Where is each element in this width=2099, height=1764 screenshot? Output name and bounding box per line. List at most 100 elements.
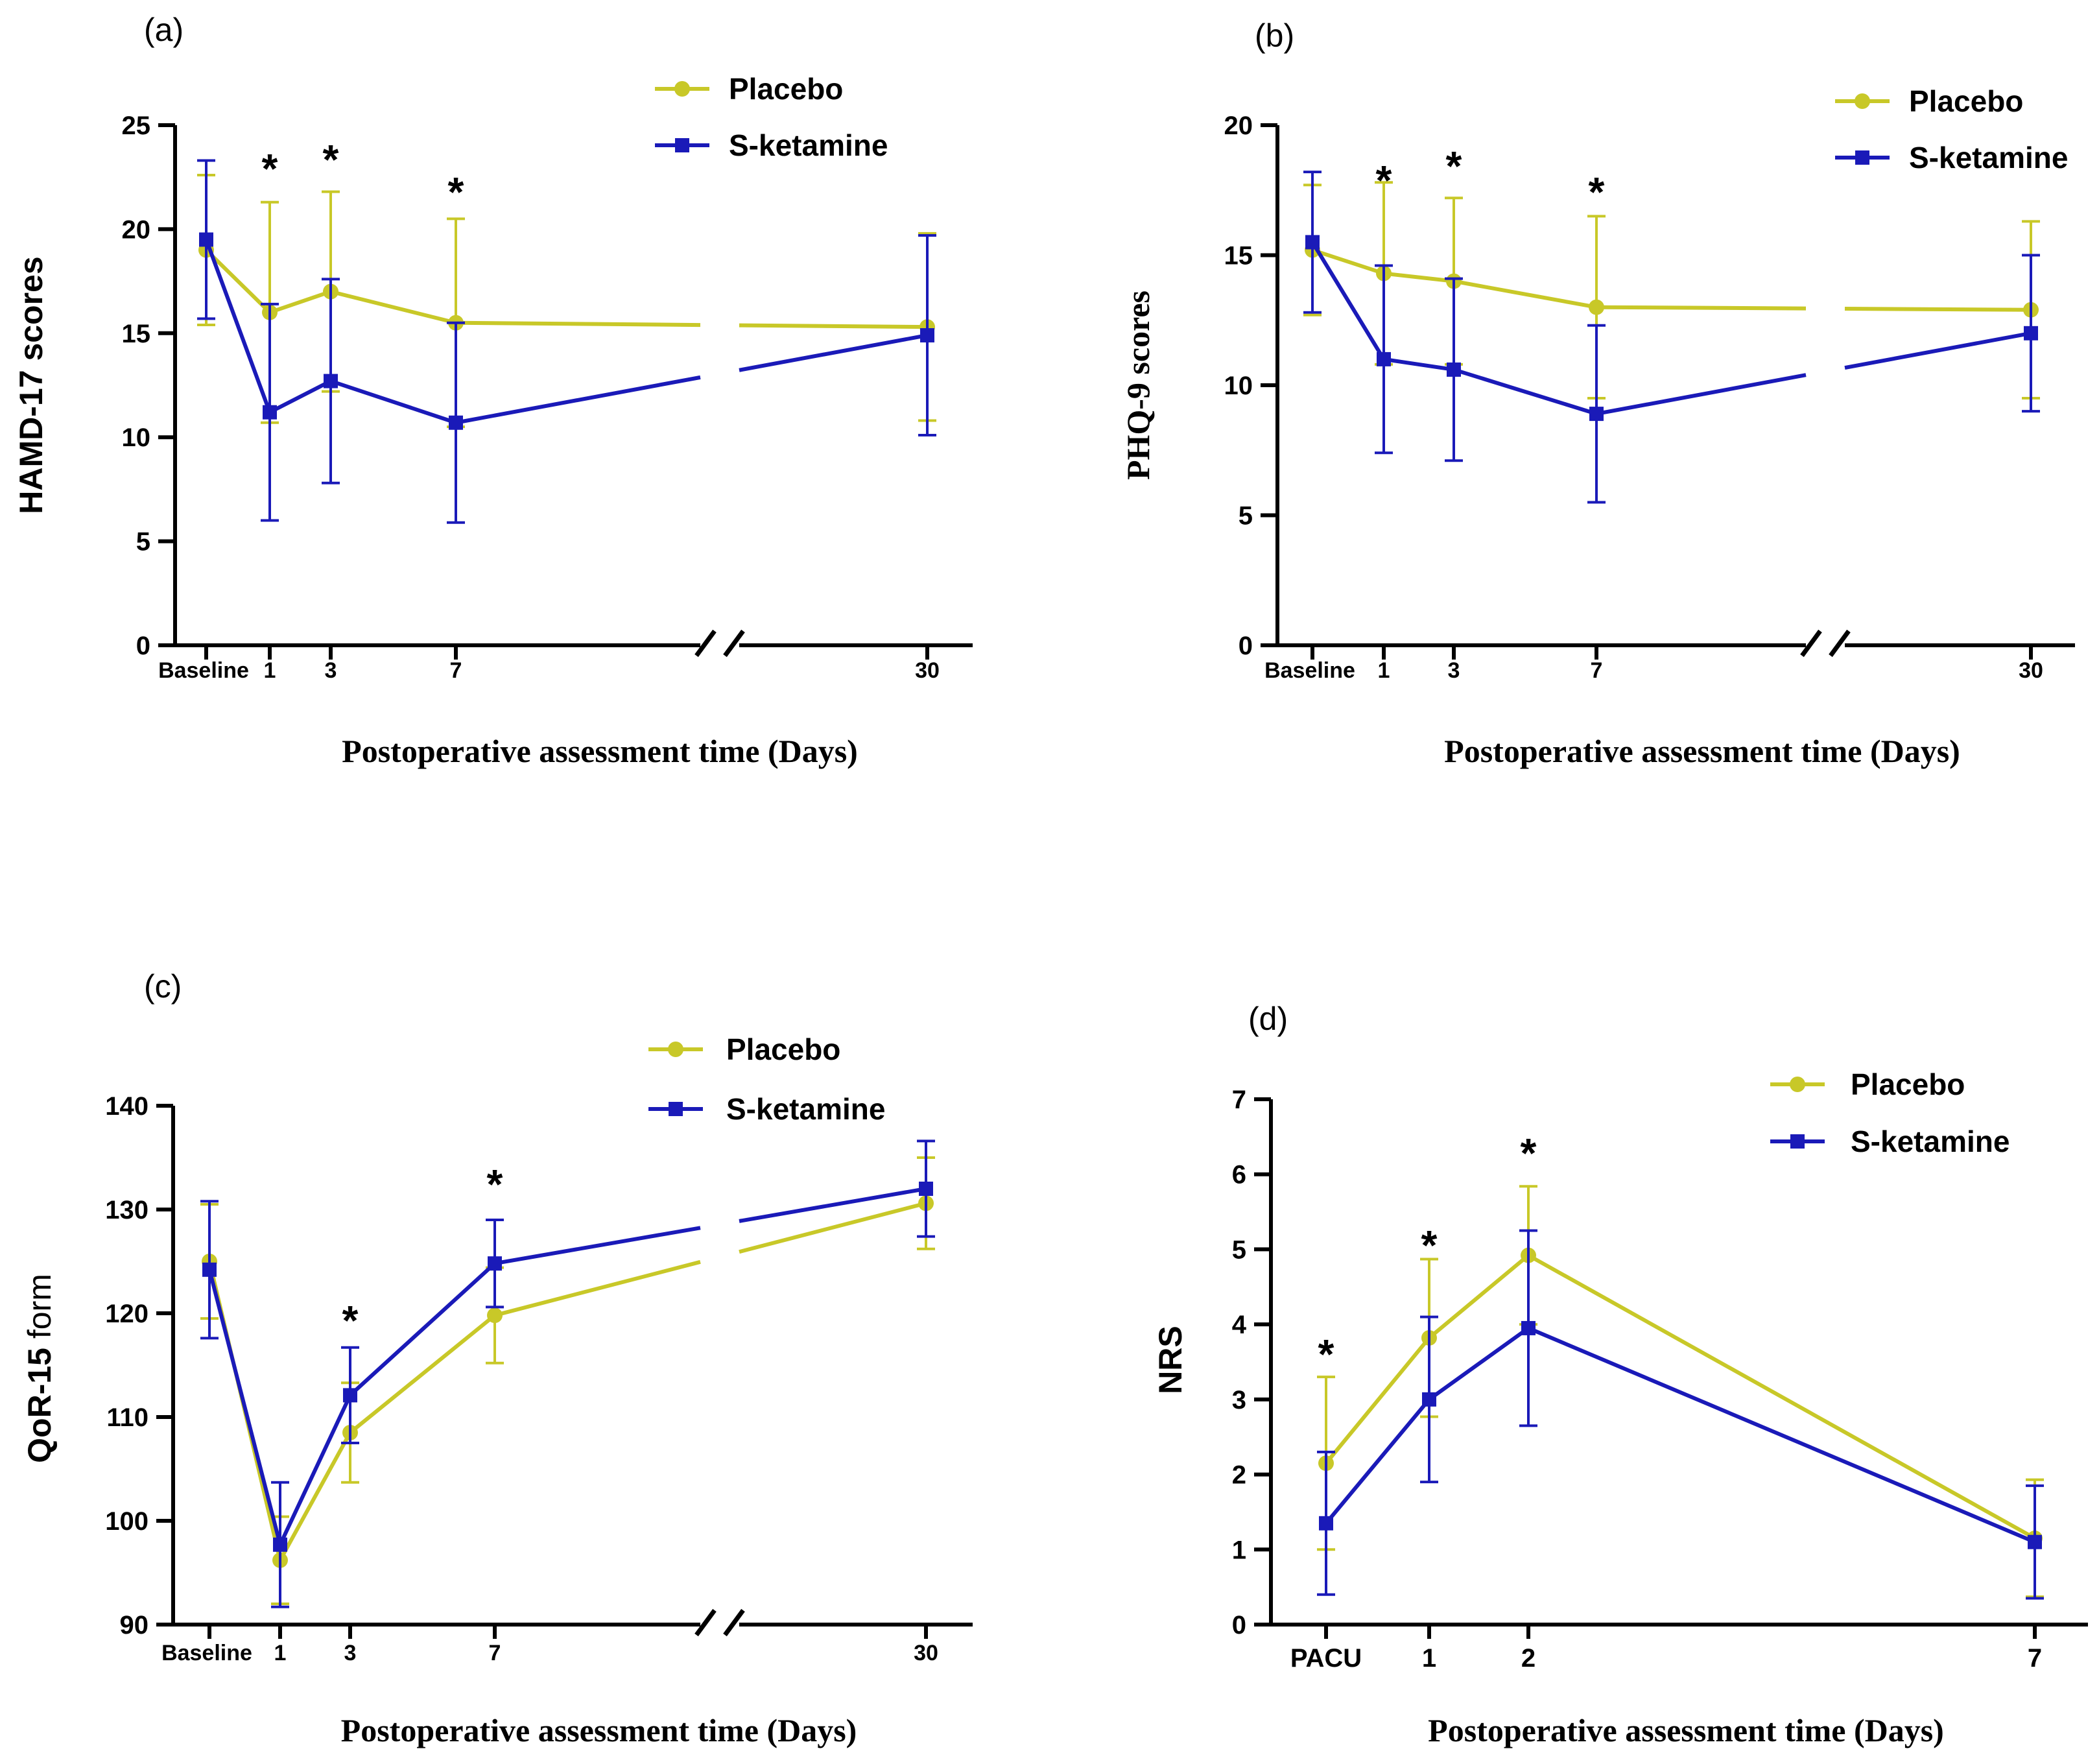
legend-label: Placebo — [729, 72, 843, 106]
series-line — [348, 1261, 497, 1397]
x-tick-label: 2 — [1521, 1644, 1536, 1673]
legend: Placebo S-ketamine — [1835, 84, 2068, 174]
significance-star: * — [1521, 1130, 1537, 1176]
y-tick-label: 6 — [1232, 1161, 1246, 1189]
significance-star: * — [1376, 157, 1392, 204]
y-axis-title-suffix: form — [21, 1274, 58, 1348]
series-line — [1428, 1254, 1530, 1340]
y-tick-label: 100 — [105, 1507, 148, 1536]
y-tick-label: 5 — [1232, 1235, 1246, 1264]
data-point — [1589, 407, 1604, 422]
series-line — [1310, 241, 1386, 361]
axis-break-mark — [694, 1608, 717, 1637]
y-tick-label: 20 — [1224, 112, 1253, 140]
y-tick-label: 0 — [1232, 1611, 1246, 1639]
axis-break-mark — [723, 1608, 745, 1637]
chart-panel-a: (a) 0 5 10 15 20 25 Baseline 1 3 7 30 Postoperative … — [13, 12, 973, 769]
series-line — [455, 320, 701, 328]
x-tick-label: 3 — [344, 1641, 357, 1665]
y-tick-label: 10 — [122, 423, 151, 452]
axis-break-mark — [723, 629, 745, 658]
panel-label: (a) — [144, 12, 184, 48]
data-point — [488, 1256, 502, 1271]
x-tick-label: 1 — [1378, 658, 1390, 683]
y-tick-label: 20 — [122, 215, 151, 244]
series-line — [208, 1269, 282, 1545]
legend-label: Placebo — [726, 1032, 840, 1066]
series-placebo — [200, 1156, 935, 1605]
y-tick-label: 3 — [1232, 1386, 1246, 1414]
x-axis-title: Postoperative assessment time (Days) — [342, 733, 858, 769]
legend: Placebo S-ketamine — [655, 72, 888, 162]
y-tick-label: 5 — [136, 528, 150, 556]
x-axis-title: Postoperative assessment time (Days) — [1444, 733, 1960, 769]
legend-label: S-ketamine — [726, 1092, 885, 1126]
data-point — [487, 1307, 503, 1324]
significance-star: * — [1589, 169, 1605, 215]
data-point — [343, 1388, 357, 1403]
series-line — [739, 333, 928, 372]
series-line — [1596, 373, 1807, 416]
series-line — [1324, 1337, 1431, 1465]
x-tick-label: 1 — [1422, 1644, 1436, 1673]
y-tick-label: 25 — [122, 112, 151, 140]
legend-marker-circle — [668, 1042, 683, 1057]
x-tick-label: 30 — [915, 658, 940, 683]
x-tick-label: 30 — [2019, 658, 2043, 683]
x-tick-label: 7 — [2028, 1644, 2042, 1673]
series-line — [494, 1259, 701, 1318]
data-point — [199, 232, 213, 247]
data-point — [202, 1262, 217, 1277]
chart-panel-b: (b) 0 5 10 15 20 Baseline 1 3 7 30 Postoperative as… — [1120, 18, 2075, 769]
series-line — [1844, 331, 2032, 370]
y-tick-label: 120 — [105, 1300, 148, 1328]
significance-star: * — [323, 136, 339, 183]
y-tick-label: 15 — [122, 320, 151, 348]
series-line — [1324, 1398, 1431, 1525]
series-line — [739, 1201, 927, 1254]
panel-label: (d) — [1248, 1001, 1288, 1037]
series-placebo — [1303, 181, 2040, 400]
x-tick-label: 7 — [489, 1641, 501, 1665]
y-tick-label: 10 — [1224, 372, 1253, 400]
x-axis-title: Postoperative assessment time (Days) — [1428, 1712, 1944, 1748]
legend-marker-square — [675, 138, 689, 152]
y-axis-title: QoR-15 form — [21, 1274, 58, 1463]
data-point — [919, 1182, 933, 1196]
x-tick-label: 7 — [450, 658, 462, 683]
y-tick-label: 4 — [1232, 1311, 1247, 1339]
series-line — [204, 239, 272, 413]
y-tick-label: 5 — [1239, 502, 1253, 530]
significance-star: * — [1446, 143, 1462, 189]
data-point — [2028, 1534, 2042, 1549]
series-line — [204, 248, 272, 314]
series-line — [1596, 305, 1807, 311]
legend-marker-square — [1855, 150, 1869, 165]
y-tick-label: 140 — [105, 1092, 148, 1121]
data-point — [263, 405, 277, 420]
axis-break-mark — [694, 629, 717, 658]
series-s-ketamine — [1317, 1229, 2044, 1600]
series-line — [268, 379, 332, 414]
series-line — [269, 289, 331, 315]
x-tick-label: 1 — [274, 1641, 287, 1665]
y-tick-label: 7 — [1232, 1086, 1246, 1114]
data-point — [1589, 299, 1604, 315]
series-line — [278, 1394, 352, 1546]
data-point — [920, 328, 934, 343]
y-tick-label: 130 — [105, 1196, 148, 1224]
series-placebo — [197, 173, 936, 429]
data-point — [449, 415, 463, 430]
legend-marker-square — [1790, 1134, 1805, 1149]
series-line — [1383, 357, 1454, 372]
legend: Placebo S-ketamine — [1770, 1067, 2010, 1158]
y-axis-title: PHQ-9 scores — [1120, 291, 1156, 480]
series-s-ketamine — [197, 159, 936, 524]
series-line — [494, 1226, 701, 1266]
series-line — [1428, 1326, 1530, 1401]
data-point — [324, 374, 338, 388]
series-line — [739, 1187, 927, 1223]
chart-panel-d: (d) 0 1 2 3 4 5 6 7 PACU 1 2 7 Postoperative assessme… — [1152, 1001, 2088, 1748]
series-line — [1527, 1254, 2036, 1540]
